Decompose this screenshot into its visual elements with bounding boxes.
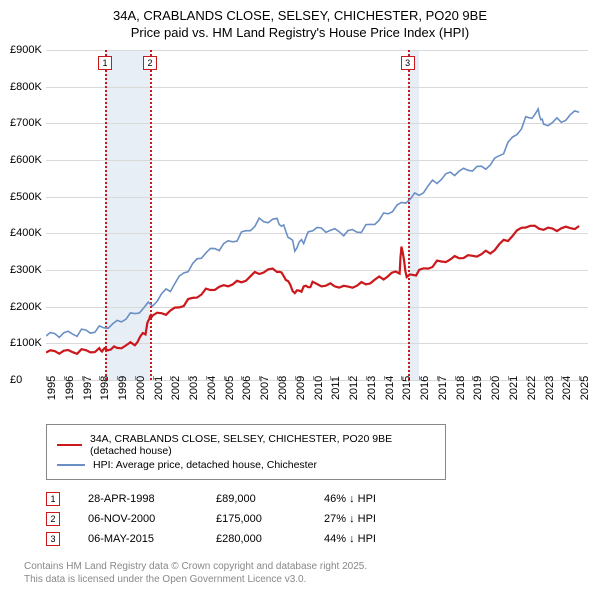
y-axis-label: £200K bbox=[10, 301, 42, 313]
y-axis-label: £400K bbox=[10, 227, 42, 239]
chart-area: £0 £100K £200K £300K £400K £500K £600K £700K £80… bbox=[12, 50, 588, 410]
series-price_paid bbox=[46, 226, 579, 354]
legend-label: 34A, CRABLANDS CLOSE, SELSEY, CHICHESTER… bbox=[90, 433, 435, 457]
event-date: 06-NOV-2000 bbox=[88, 513, 188, 525]
event-delta: 27% ↓ HPI bbox=[324, 513, 376, 525]
series-hpi bbox=[46, 109, 579, 337]
y-axis-label: £500K bbox=[10, 191, 42, 203]
event-date: 28-APR-1998 bbox=[88, 493, 188, 505]
y-axis-label: £600K bbox=[10, 154, 42, 166]
event-row: 2 06-NOV-2000 £175,000 27% ↓ HPI bbox=[46, 512, 588, 526]
y-axis-label: £100K bbox=[10, 337, 42, 349]
legend-swatch bbox=[57, 464, 85, 466]
y-axis-label: £300K bbox=[10, 264, 42, 276]
legend: 34A, CRABLANDS CLOSE, SELSEY, CHICHESTER… bbox=[46, 424, 446, 480]
event-price: £175,000 bbox=[216, 513, 296, 525]
y-axis-label: £900K bbox=[10, 44, 42, 56]
event-date: 06-MAY-2015 bbox=[88, 533, 188, 545]
chart-lines bbox=[46, 50, 588, 380]
event-price: £89,000 bbox=[216, 493, 296, 505]
y-axis-label: £800K bbox=[10, 81, 42, 93]
legend-label: HPI: Average price, detached house, Chic… bbox=[93, 459, 317, 471]
footer-attribution: Contains HM Land Registry data © Crown c… bbox=[24, 560, 588, 586]
y-axis-label: £0 bbox=[10, 374, 22, 386]
event-price: £280,000 bbox=[216, 533, 296, 545]
chart-subtitle: Price paid vs. HM Land Registry's House … bbox=[12, 25, 588, 40]
event-row: 1 28-APR-1998 £89,000 46% ↓ HPI bbox=[46, 492, 588, 506]
footer-line-2: This data is licensed under the Open Gov… bbox=[24, 573, 588, 586]
footer-line-1: Contains HM Land Registry data © Crown c… bbox=[24, 560, 588, 573]
event-badge: 1 bbox=[46, 492, 60, 506]
event-delta: 44% ↓ HPI bbox=[324, 533, 376, 545]
legend-swatch bbox=[57, 444, 82, 447]
event-badge: 2 bbox=[46, 512, 60, 526]
x-axis-label: 2025 bbox=[579, 376, 600, 400]
legend-item: HPI: Average price, detached house, Chic… bbox=[57, 459, 435, 471]
event-row: 3 06-MAY-2015 £280,000 44% ↓ HPI bbox=[46, 532, 588, 546]
event-delta: 46% ↓ HPI bbox=[324, 493, 376, 505]
chart-container: 34A, CRABLANDS CLOSE, SELSEY, CHICHESTER… bbox=[0, 0, 600, 594]
legend-item: 34A, CRABLANDS CLOSE, SELSEY, CHICHESTER… bbox=[57, 433, 435, 457]
chart-title: 34A, CRABLANDS CLOSE, SELSEY, CHICHESTER… bbox=[12, 8, 588, 23]
y-axis-label: £700K bbox=[10, 117, 42, 129]
events-table: 1 28-APR-1998 £89,000 46% ↓ HPI 2 06-NOV-2000… bbox=[46, 492, 588, 546]
event-badge: 3 bbox=[46, 532, 60, 546]
